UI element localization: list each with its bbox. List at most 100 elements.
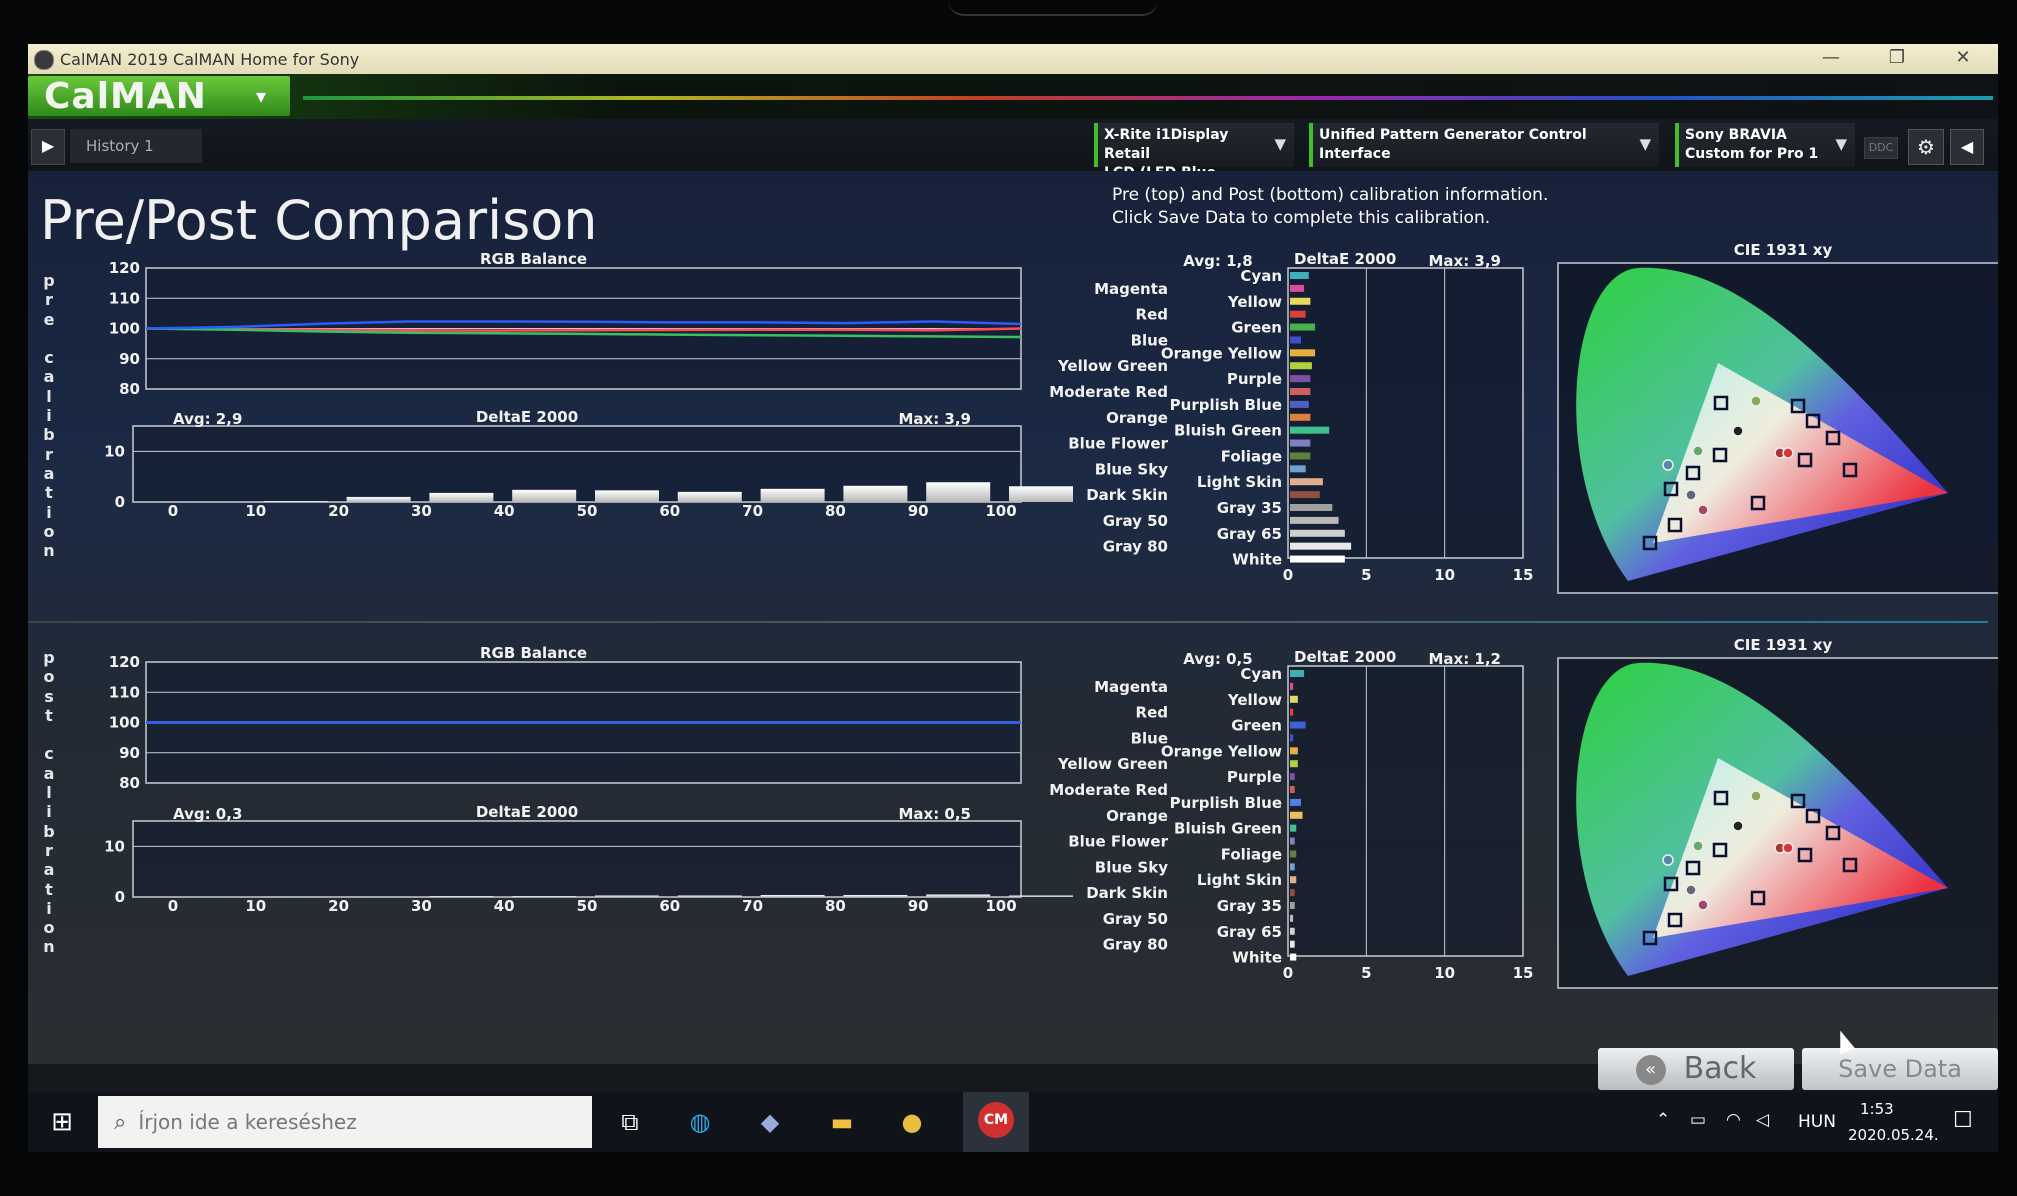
play-icon[interactable]: ▶ (31, 129, 65, 165)
x-tick-label: 50 (577, 502, 598, 520)
colorchecker-label: Gray 65 (1217, 923, 1282, 941)
collapse-icon[interactable]: ◀ (1950, 129, 1984, 165)
search-placeholder: Írjon ide a kereséshez (138, 1110, 357, 1134)
bar (263, 896, 328, 897)
target-marker (1797, 452, 1813, 468)
app-icon (34, 50, 54, 70)
x-tick-label: 5 (1361, 964, 1371, 982)
taskbar-search[interactable]: ⌕ Írjon ide a kereséshez (98, 1096, 592, 1148)
close-button[interactable]: ✕ (1955, 47, 1971, 68)
y-tick-label: 110 (109, 683, 140, 701)
colorchecker-label: Moderate Red (1049, 383, 1168, 401)
chevron-up-icon[interactable]: ⌃ (1656, 1110, 1671, 1130)
y-tick-label: 120 (109, 259, 140, 277)
bar (429, 492, 494, 502)
colorchecker-label: Gray 35 (1217, 499, 1282, 517)
chevron-down-icon: ▼ (1835, 135, 1847, 153)
chart-title: CIE 1931 xy (1734, 636, 1833, 654)
pattern-generator-selector[interactable]: Unified Pattern Generator Control Interf… (1309, 123, 1659, 167)
task-view-icon[interactable]: ⧉ (621, 1108, 639, 1136)
notification-icon[interactable]: ☐ (1953, 1108, 1973, 1133)
x-tick-label: 60 (659, 897, 680, 915)
bar (1290, 837, 1295, 845)
x-tick-label: 60 (659, 502, 680, 520)
app-icon-taskbar[interactable]: ◆ (760, 1108, 780, 1136)
display-name: Sony BRAVIA (1685, 127, 1787, 143)
bar (595, 490, 659, 502)
target-marker (1713, 395, 1729, 411)
bar (263, 500, 328, 502)
bar (1290, 747, 1298, 755)
target-marker (1790, 398, 1806, 414)
bar (512, 489, 577, 502)
target-marker (1842, 857, 1858, 873)
edge-browser-icon[interactable]: ◍ (689, 1108, 711, 1136)
bar (760, 488, 825, 502)
battery-icon[interactable]: ▭ (1690, 1110, 1707, 1130)
chart-title: DeltaE 2000 (1294, 250, 1396, 268)
colorchecker-label: Gray 65 (1217, 525, 1282, 543)
colorchecker-label: Yellow (1227, 293, 1282, 311)
target-marker (1842, 462, 1858, 478)
toolbar: ▶ History 1 X-Rite i1Display Retail LCD … (28, 119, 1998, 200)
wifi-icon[interactable]: ◠ (1726, 1110, 1741, 1130)
colorchecker-label: Blue Flower (1068, 435, 1168, 453)
x-tick-label: 10 (245, 502, 266, 520)
info-text-line1: Pre (top) and Post (bottom) calibration … (1112, 185, 1549, 205)
clock-date[interactable]: 2020.05.24. (1848, 1126, 1939, 1144)
ddc-button[interactable]: DDC (1864, 137, 1898, 159)
minimize-button[interactable]: — (1822, 47, 1840, 68)
target-marker (1685, 860, 1701, 876)
bar (1290, 773, 1295, 781)
x-tick-label: 20 (328, 897, 349, 915)
bar (1290, 914, 1294, 922)
bar (1290, 388, 1311, 395)
colorchecker-label: Purplish Blue (1170, 794, 1282, 812)
target-marker (1750, 495, 1766, 511)
bar (1290, 811, 1303, 819)
y-tick-label: 100 (109, 714, 140, 732)
target-marker (1663, 481, 1679, 497)
measured-point (1782, 842, 1794, 854)
back-button-label: Back (1683, 1051, 1757, 1086)
back-chevron-icon: « (1635, 1054, 1666, 1085)
x-tick-label: 80 (825, 502, 846, 520)
bar (1290, 670, 1305, 677)
gear-icon[interactable]: ⚙ (1908, 129, 1944, 165)
info-text-line2: Click Save Data to complete this calibra… (1112, 208, 1491, 228)
bar (1290, 375, 1311, 383)
max-label: Max: 3,9 (898, 410, 971, 428)
x-tick-label: 5 (1361, 566, 1371, 584)
save-data-button[interactable]: Save Data (1802, 1048, 1998, 1090)
windows-start-icon[interactable]: ⊞ (51, 1107, 73, 1137)
logo-text: CalMAN (44, 76, 207, 117)
x-tick-label: 15 (1513, 566, 1534, 584)
target-marker (1642, 930, 1658, 946)
measured-point (1732, 425, 1744, 437)
calman-taskbar-icon[interactable]: CM (963, 1092, 1029, 1152)
measured-point (1732, 820, 1744, 832)
colorchecker-label: Magenta (1094, 678, 1168, 696)
target-marker (1663, 876, 1679, 892)
chrome-icon[interactable]: ● (901, 1108, 923, 1136)
section-divider (28, 621, 1988, 623)
back-button[interactable]: « Back (1598, 1048, 1794, 1090)
bar (429, 895, 494, 897)
language-indicator[interactable]: HUN (1798, 1112, 1836, 1132)
maximize-button[interactable]: ❐ (1888, 47, 1906, 68)
camera-notch (948, 0, 1158, 16)
volume-icon[interactable]: ◁ (1756, 1110, 1770, 1130)
target-marker (1642, 535, 1658, 551)
meter-selector[interactable]: X-Rite i1Display Retail LCD (LED Blue Gr… (1094, 123, 1294, 200)
chevron-down-icon: ▼ (1274, 135, 1286, 153)
colorchecker-label: Purple (1227, 768, 1282, 786)
bar (1290, 504, 1333, 511)
clock-time[interactable]: 1:53 (1860, 1100, 1894, 1118)
display-selector[interactable]: Sony BRAVIA Custom for Pro 1 ▼ (1675, 123, 1855, 167)
calman-menu-button[interactable]: CalMAN ▾ (28, 76, 290, 117)
file-explorer-icon[interactable]: ▬ (830, 1108, 854, 1136)
y-tick-label: 90 (119, 744, 140, 762)
measured-point (1685, 884, 1697, 896)
x-tick-label: 40 (494, 897, 515, 915)
tab-history[interactable]: History 1 (70, 129, 202, 163)
